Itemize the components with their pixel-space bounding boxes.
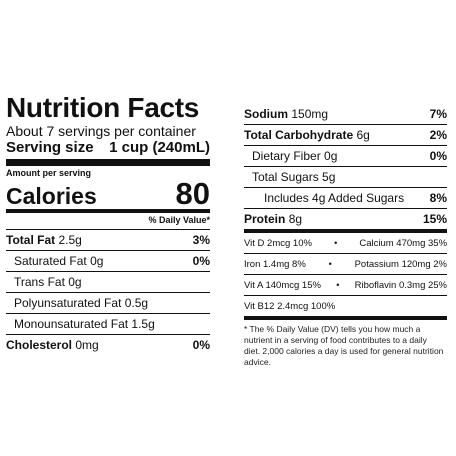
nutrient-name: Total Sugars: [252, 170, 319, 184]
nutrient-amount: 5g: [322, 170, 336, 184]
nutrient-amount: 0g: [324, 149, 338, 163]
nutrient-amount: 150mg: [291, 107, 329, 121]
nutrient-amount: 0g: [90, 254, 104, 268]
nutrient-name: Monounsaturated Fat: [14, 317, 129, 331]
servings-per-container: About 7 servings per container: [6, 123, 196, 139]
vitamin-row: Vit A 140mcg 15% • Riboflavin 0.3mg 25%: [244, 275, 447, 296]
vitamin-left: Iron 1.4mg 8%: [244, 258, 306, 270]
nutrient-row-dietary-fiber: Dietary Fiber 0g 0%: [244, 146, 447, 167]
nutrient-amount: 0mg: [75, 338, 99, 352]
nutrient-row-total-carbohydrate: Total Carbohydrate 6g 2%: [244, 125, 447, 146]
serving-size-label: Serving size: [6, 139, 94, 156]
nutrient-amount: 6g: [356, 128, 370, 142]
vitamin-row: Vit D 2mcg 10% • Calcium 470mg 35%: [244, 233, 447, 254]
nutrient-amount: 1.5g: [131, 317, 155, 331]
vitamin-row: Vit B12 2.4mcg 100%: [244, 296, 447, 320]
thick-divider: [6, 159, 210, 166]
nutrient-row-trans-fat: Trans Fat 0g: [6, 272, 210, 293]
nutrient-row-total-sugars: Total Sugars 5g: [244, 167, 447, 188]
nutrient-name: Total Fat: [6, 233, 56, 247]
calories-value: 80: [175, 176, 210, 211]
nutrition-facts-right-panel: Sodium 150mg 7% Total Carbohydrate 6g 2%…: [244, 104, 447, 368]
nutrient-name: Protein: [244, 212, 286, 226]
nutrient-row-saturated-fat: Saturated Fat 0g 0%: [6, 251, 210, 272]
medium-divider: [6, 209, 210, 213]
nutrient-name: Saturated Fat: [14, 254, 87, 268]
calories-label: Calories: [6, 183, 97, 209]
nutrient-dv: 0%: [192, 338, 210, 352]
nutrient-dv: 15%: [422, 212, 447, 226]
nutrient-dv: 0%: [192, 254, 210, 268]
nutrient-amount: 0.5g: [124, 296, 149, 310]
bullet-separator: •: [336, 280, 340, 290]
nutrient-name: Cholesterol: [6, 338, 73, 352]
vitamin-left: Vit D 2mcg 10%: [244, 237, 312, 249]
vitamin-right: Potassium 120mg 2%: [354, 258, 447, 270]
vitamin-left: Vit A 140mcg 15%: [244, 279, 321, 291]
serving-size-row: Serving size 1 cup (240mL): [6, 139, 210, 159]
nutrient-amount: 8g: [288, 212, 303, 226]
nutrition-facts-left-panel: Nutrition Facts About 7 servings per con…: [6, 93, 210, 355]
nutrient-dv: 7%: [429, 107, 447, 121]
amount-per-serving: Amount per serving: [6, 168, 92, 178]
vitamin-row: Iron 1.4mg 8% • Potassium 120mg 2%: [244, 254, 447, 275]
nutrient-name: Sodium: [244, 107, 288, 121]
nutrition-facts-title: Nutrition Facts: [6, 92, 200, 123]
bullet-separator: •: [334, 238, 338, 248]
vitamin-left: Vit B12 2.4mcg 100%: [244, 300, 336, 312]
nutrient-row-protein: Protein 8g 15%: [244, 209, 447, 233]
bullet-separator: •: [328, 259, 332, 269]
serving-size-value: 1 cup (240mL): [109, 139, 210, 156]
nutrient-row-added-sugars: Includes 4g Added Sugars 8%: [244, 188, 447, 209]
nutrient-row-sodium: Sodium 150mg 7%: [244, 104, 447, 125]
vitamin-right: Calcium 470mg 35%: [359, 237, 448, 249]
nutrient-name: Includes 4g Added Sugars: [264, 191, 405, 205]
nutrient-name: Dietary Fiber: [252, 149, 321, 163]
daily-value-footnote: * The % Daily Value (DV) tells you how m…: [244, 324, 444, 367]
nutrient-dv: 2%: [429, 128, 447, 142]
nutrient-name: Trans Fat: [14, 275, 65, 289]
nutrient-name: Total Carbohydrate: [244, 128, 354, 142]
nutrient-row-polyunsaturated-fat: Polyunsaturated Fat 0.5g: [6, 293, 210, 314]
nutrient-amount: 2.5g: [58, 233, 82, 247]
vitamin-right: Riboflavin 0.3mg 25%: [354, 279, 448, 291]
calories-row: Calories 80: [6, 176, 210, 211]
nutrient-row-monounsaturated-fat: Monounsaturated Fat 1.5g: [6, 314, 210, 335]
nutrient-dv: 0%: [429, 149, 447, 163]
nutrient-row-cholesterol: Cholesterol 0mg 0%: [6, 335, 210, 355]
nutrient-amount: 0g: [68, 275, 82, 289]
daily-value-header: % Daily Value*: [6, 213, 210, 230]
nutrient-name: Polyunsaturated Fat: [14, 296, 122, 310]
nutrient-dv: 8%: [429, 191, 447, 205]
nutrient-row-total-fat: Total Fat 2.5g 3%: [6, 230, 210, 251]
nutrient-dv: 3%: [192, 233, 210, 247]
